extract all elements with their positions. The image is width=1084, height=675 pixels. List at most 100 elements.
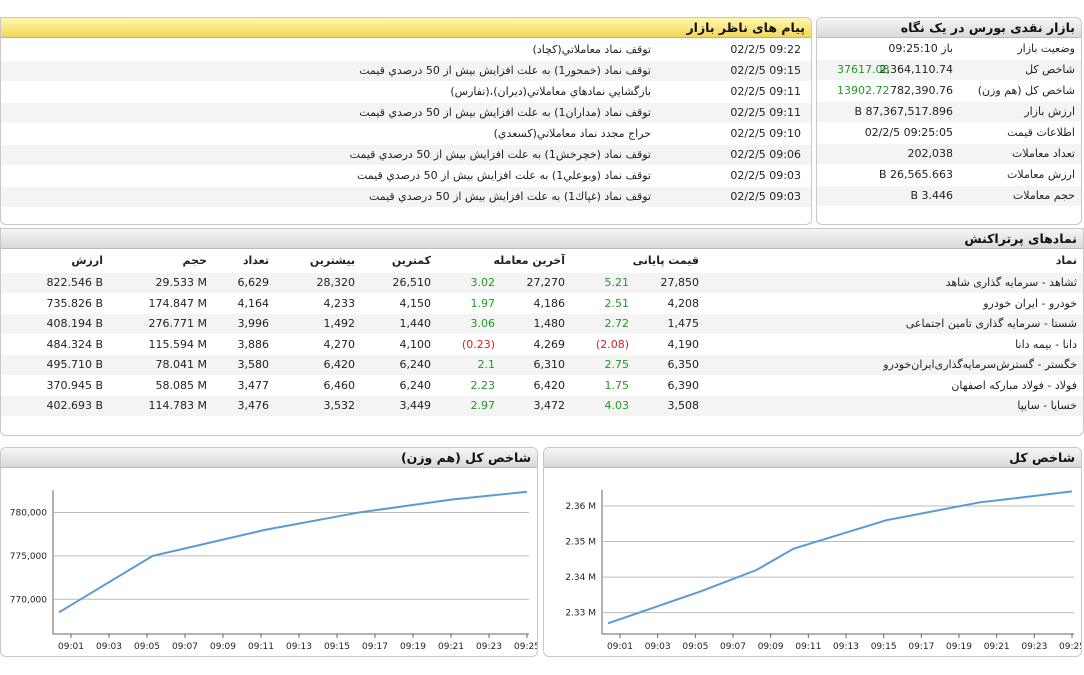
cell-symbol: ثشاهد - سرمایه گذاری شاهد (945, 276, 1077, 289)
cell-volume: 276.771 M (148, 317, 207, 330)
message-time: 02/2/5 09:03 (730, 169, 801, 182)
message-row[interactable]: 02/2/5 09:15 توقف نماد (خمحور1) به علت اف… (1, 61, 811, 81)
equal-weight-index-chart-title: شاخص کل (هم وزن) (1, 448, 537, 468)
column-header-min[interactable]: کمترین (391, 254, 431, 267)
cell-last: 3,472 (533, 399, 566, 412)
x-tick-label: 09:25 (1059, 642, 1082, 652)
x-tick-label: 09:25 (514, 642, 538, 652)
glance-value: 26,565.663 B (878, 168, 953, 181)
total-index-chart-title: شاخص کل (544, 448, 1081, 468)
column-header-count[interactable]: تعداد (242, 254, 269, 267)
cell-last-chg: 2.23 (470, 378, 496, 392)
x-tick-label: 09:23 (1021, 642, 1047, 652)
glance-label: ارزش معاملات (1007, 168, 1075, 181)
message-row[interactable]: 02/2/5 09:10 حراج مجدد نماد معاملاتي(كسعد… (1, 124, 811, 144)
cell-last-chg: 1.97 (470, 296, 496, 310)
cell-symbol: فولاد - فولاد مبارکه اصفهان (951, 378, 1077, 392)
cell-min: 4,100 (399, 337, 432, 351)
message-text: حراج مجدد نماد معاملاتي(كسعدي) (493, 127, 651, 140)
glance-value: 09:25:05 02/2/5 (864, 126, 953, 139)
popular-row[interactable]: ثشاهد - سرمایه گذاری شاهد 27,850 5.21 27,27… (1, 273, 1083, 293)
cell-min: 6,240 (399, 378, 432, 392)
cell-last-chg: 2.1 (477, 358, 496, 371)
cell-value: 484.324 B (46, 337, 103, 351)
cell-last: 4,186 (533, 296, 566, 310)
glance-row: اطلاعات قیمت 09:25:05 02/2/5 (817, 123, 1081, 143)
popular-row[interactable]: دانا - بیمه دانا 4,190 (2.08) 4,269 (0.23) 4,… (1, 335, 1083, 355)
column-header-symbol[interactable]: نماد (1055, 254, 1077, 267)
x-tick-label: 09:21 (984, 642, 1010, 652)
cell-close-chg: 2.75 (604, 358, 630, 371)
x-tick-label: 09:03 (645, 642, 671, 652)
glance-row: ارزش معاملات 26,565.663 B (817, 165, 1081, 185)
x-tick-label: 09:09 (210, 642, 236, 652)
glance-change: 37617.08 (837, 63, 890, 76)
cell-min: 3,449 (399, 399, 432, 412)
popular-row[interactable]: خگستر - گسترش‌سرمایه‌گذاری‌ایران‌خودرو 6,… (1, 355, 1083, 375)
cell-value: 735.826 B (46, 296, 103, 310)
glance-label: حجم معاملات (1012, 189, 1075, 202)
cell-close-chg: 5.21 (604, 276, 630, 289)
glance-label: شاخص کل (هم وزن) (977, 84, 1075, 97)
column-header-volume[interactable]: حجم (182, 254, 207, 267)
glance-row: شاخص کل (هم وزن) 782,390.76 13902.72 (817, 81, 1081, 101)
cell-max: 6,460 (323, 378, 356, 392)
x-tick-label: 09:01 (58, 642, 84, 652)
popular-row[interactable]: فولاد - فولاد مبارکه اصفهان 6,390 1.75 6,42… (1, 376, 1083, 396)
message-row[interactable]: 02/2/5 09:03 توقف نماد (وبوعلي1) به علت ا… (1, 166, 811, 186)
y-tick-label: 2.35 M (565, 538, 596, 548)
cell-close: 1,475 (667, 317, 700, 330)
market-glance-title: بازار نقدی بورس در یک نگاه (817, 18, 1081, 38)
message-text: توقف نماد معاملاتي(كچاد) (532, 43, 651, 56)
message-text: توقف نماد (مداران1) به علت افزايش بيش از… (359, 106, 651, 119)
popular-row[interactable]: خسایا - سایپا 3,508 4.03 3,472 2.97 3,449 3,53… (1, 396, 1083, 416)
equal-weight-index-chart: 770,000 775,000 780,000 09:01 09:03 09:05 09:0… (10, 490, 538, 652)
cell-count: 3,996 (237, 317, 270, 330)
column-header-value[interactable]: ارزش (71, 254, 103, 267)
message-time: 02/2/5 09:22 (730, 43, 801, 56)
cell-max: 4,233 (323, 296, 356, 310)
cell-close-chg: (2.08) (595, 337, 629, 351)
y-tick-label: 2.34 M (565, 573, 596, 583)
x-tick-label: 09:17 (908, 642, 934, 652)
cell-last: 1,480 (533, 317, 566, 330)
message-time: 02/2/5 09:15 (730, 64, 801, 77)
cell-volume: 174.847 M (148, 296, 207, 310)
popular-row[interactable]: شستا - سرمایه گذاری تامین اجتماعی 1,475 2.… (1, 314, 1083, 334)
x-tick-label: 09:11 (248, 642, 274, 652)
message-row[interactable]: 02/2/5 09:11 توقف نماد (مداران1) به علت ا… (1, 103, 811, 123)
message-row[interactable]: 02/2/5 09:11 بازگشايي نمادهاي معاملاتي(دي… (1, 82, 811, 102)
column-header-max[interactable]: بیشترین (309, 254, 355, 267)
cell-symbol: دانا - بیمه دانا (1015, 337, 1077, 351)
cell-close-chg: 2.51 (604, 296, 630, 310)
cell-max: 4,270 (323, 337, 356, 351)
column-header-last[interactable]: آخرین معامله (493, 254, 565, 267)
x-tick-label: 09:03 (96, 642, 122, 652)
x-tick-label: 09:17 (362, 642, 388, 652)
column-header-close[interactable]: قیمت پایانی (632, 254, 699, 267)
y-tick-label: 2.36 M (565, 502, 596, 512)
glance-row: وضعیت بازار باز 09:25:10 (817, 39, 1081, 59)
cell-count: 3,886 (237, 337, 270, 351)
cell-last-chg: 3.02 (470, 276, 496, 289)
series-line (58, 490, 528, 614)
cell-value: 495.710 B (46, 358, 103, 371)
glance-row: تعداد معاملات 202,038 (817, 144, 1081, 164)
message-row[interactable]: 02/2/5 09:22 توقف نماد معاملاتي(كچاد) (1, 40, 811, 60)
message-text: توقف نماد (وبوعلي1) به علت افزايش بيش از… (357, 169, 651, 182)
cell-min: 6,240 (399, 358, 432, 371)
cell-min: 4,150 (399, 296, 432, 310)
glance-label: ارزش بازار (1024, 105, 1075, 118)
cell-last: 4,269 (533, 337, 566, 351)
series-line (607, 490, 1073, 625)
glance-value: 3.446 B (910, 189, 953, 202)
x-tick-label: 09:21 (438, 642, 464, 652)
x-tick-label: 09:19 (946, 642, 972, 652)
glance-label: تعداد معاملات (1012, 147, 1075, 160)
message-time: 02/2/5 09:06 (730, 148, 801, 161)
message-row[interactable]: 02/2/5 09:06 توقف نماد (خچرخش1) به علت اف… (1, 145, 811, 165)
message-row[interactable]: 02/2/5 09:03 توقف نماد (غپاك1) به علت افز… (1, 187, 811, 207)
glance-label: شاخص کل (1025, 63, 1075, 76)
popular-symbols-title: نمادهای پرتراکنش (1, 229, 1083, 249)
popular-row[interactable]: خودرو - ایران خودرو 4,208 2.51 4,186 1.97 4,1… (1, 294, 1083, 314)
